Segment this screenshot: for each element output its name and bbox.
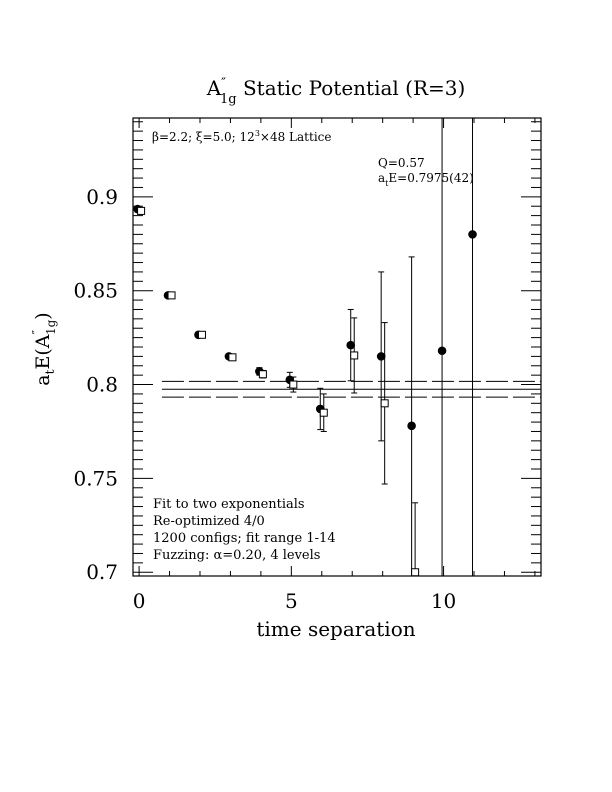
y-tick-label: 0.75 [73,466,118,490]
data-series [133,118,477,577]
y-axis-label: atE(A″1g) [30,312,58,385]
fit-energy-label: atE=0.7975(42) [378,171,474,188]
info-line: Re-optimized 4/0 [153,514,265,529]
data-point-square [197,330,206,339]
data-point-circle [376,352,386,361]
x-axis-label: time separation [256,617,415,641]
data-point-circle [468,230,477,239]
y-tick-label: 0.85 [73,279,118,303]
data-point-square [350,351,359,360]
x-tick-label: 10 [431,589,456,613]
chart-subtitle: β=2.2; ξ=5.0; 123×48 Lattice [152,129,331,144]
data-point-square [319,408,328,417]
chart-title: A″ 1g Static Potential (R=3) [206,76,466,107]
axis-tick-labels: 0 5 10 0.7 0.75 0.8 0.85 0.9 [73,185,456,613]
info-line: Fuzzing: α=0.20, 4 levels [153,548,320,563]
y-tick-label: 0.7 [86,560,118,584]
fit-band [161,380,541,398]
x-tick-label: 5 [285,589,298,613]
data-point-square [228,353,237,362]
data-point-square [258,370,267,379]
data-point-square [380,399,389,408]
data-point-square [289,380,298,389]
fit-q-label: Q=0.57 [378,156,425,170]
x-tick-label: 0 [133,589,146,613]
y-tick-label: 0.8 [86,373,118,397]
info-block: Fit to two exponentials Re-optimized 4/0… [153,497,336,563]
data-point-square [411,568,420,577]
info-line: 1200 configs; fit range 1-14 [153,531,336,546]
y-tick-label: 0.9 [86,185,118,209]
data-point-circle [346,340,356,350]
data-point-square [137,206,146,215]
data-point-square [167,291,176,300]
axis-ticks [133,118,541,576]
data-point-circle [437,346,447,356]
data-point-circle [407,421,416,431]
info-line: Fit to two exponentials [153,497,305,512]
